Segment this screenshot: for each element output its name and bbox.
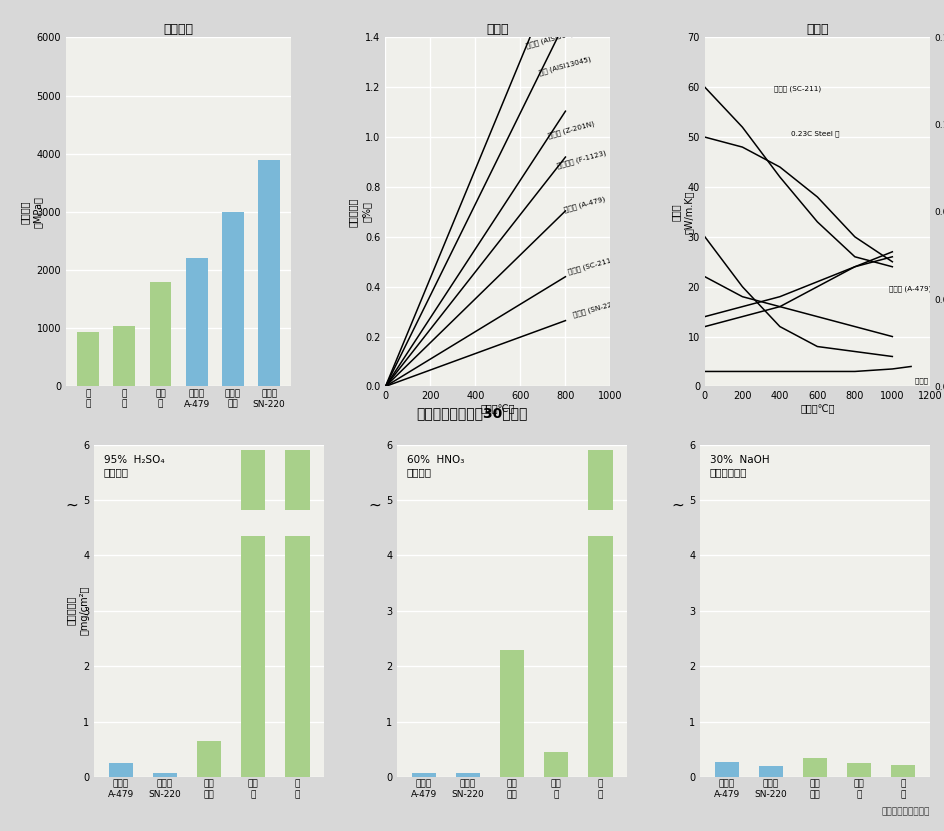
Text: 氧化铝 (A-479): 氧化铝 (A-479) xyxy=(564,196,606,213)
Bar xyxy=(153,773,177,777)
Text: 碳硼氮石 (F-1123): 碳硼氮石 (F-1123) xyxy=(556,149,607,169)
Bar xyxy=(544,752,568,777)
Text: 资料来源：京瓷官网: 资料来源：京瓷官网 xyxy=(882,807,930,816)
Bar xyxy=(259,160,280,386)
Text: 30%  NaOH
（氢氧化钠）: 30% NaOH （氢氧化钠） xyxy=(710,455,769,477)
Bar xyxy=(241,536,265,777)
Bar xyxy=(77,332,99,386)
Bar xyxy=(222,212,244,386)
Bar xyxy=(803,758,827,777)
Bar xyxy=(588,536,613,777)
Text: 化学稳定性（沸腾30分钟）: 化学稳定性（沸腾30分钟） xyxy=(416,406,528,420)
Bar xyxy=(715,762,739,777)
Y-axis label: 热膨胀系数
（%）: 热膨胀系数 （%） xyxy=(348,197,371,227)
Text: 氮化铝 (Z-201N): 氮化铝 (Z-201N) xyxy=(548,120,596,139)
Text: 氮化硅 (SN-220): 氮化硅 (SN-220) xyxy=(572,299,620,318)
Text: 碳钢 (AISI13045): 碳钢 (AISI13045) xyxy=(538,56,592,76)
Text: 0.23C Steel 钢: 0.23C Steel 钢 xyxy=(791,130,839,137)
Bar xyxy=(149,282,171,386)
Text: 氧化铝 (A-479): 氧化铝 (A-479) xyxy=(888,285,931,292)
Text: 60%  HNO₃
（硝酸）: 60% HNO₃ （硝酸） xyxy=(407,455,464,477)
Bar xyxy=(456,773,480,777)
Text: ~: ~ xyxy=(65,498,77,513)
Bar xyxy=(500,650,524,777)
Y-axis label: 腐蚀量损失
（mg/cm²）: 腐蚀量损失 （mg/cm²） xyxy=(66,586,90,636)
Bar xyxy=(197,741,221,777)
Bar xyxy=(109,763,133,777)
Text: 不锈钢 (AISI304): 不锈钢 (AISI304) xyxy=(525,31,574,50)
Y-axis label: 导热性
（W/m.K）: 导热性 （W/m.K） xyxy=(670,190,694,234)
Bar xyxy=(285,536,310,777)
Bar xyxy=(186,258,208,386)
Bar xyxy=(412,773,436,777)
Bar xyxy=(285,450,310,510)
Text: 碳化硅 (SC-211): 碳化硅 (SC-211) xyxy=(774,86,821,92)
Title: 抗压强度: 抗压强度 xyxy=(163,23,194,37)
X-axis label: 温度（℃）: 温度（℃） xyxy=(480,404,515,414)
Text: ~: ~ xyxy=(368,498,380,513)
Text: 碳化硅 (SC-211): 碳化硅 (SC-211) xyxy=(567,257,615,275)
Text: 氧化锆 (Z-701N): 氧化锆 (Z-701N) xyxy=(915,377,944,384)
Title: 热膨胀: 热膨胀 xyxy=(487,23,509,37)
Bar xyxy=(113,327,135,386)
Bar xyxy=(847,763,871,777)
Title: 导热性: 导热性 xyxy=(806,23,829,37)
Bar xyxy=(759,766,784,777)
Text: ~: ~ xyxy=(671,498,683,513)
X-axis label: 温度（℃）: 温度（℃） xyxy=(801,404,834,414)
Bar xyxy=(241,450,265,510)
Bar xyxy=(891,765,916,777)
Bar xyxy=(588,450,613,510)
Y-axis label: 抗压强度
（MPa）: 抗压强度 （MPa） xyxy=(20,196,42,228)
Text: 95%  H₂SO₄
（硫酸）: 95% H₂SO₄ （硫酸） xyxy=(104,455,164,477)
